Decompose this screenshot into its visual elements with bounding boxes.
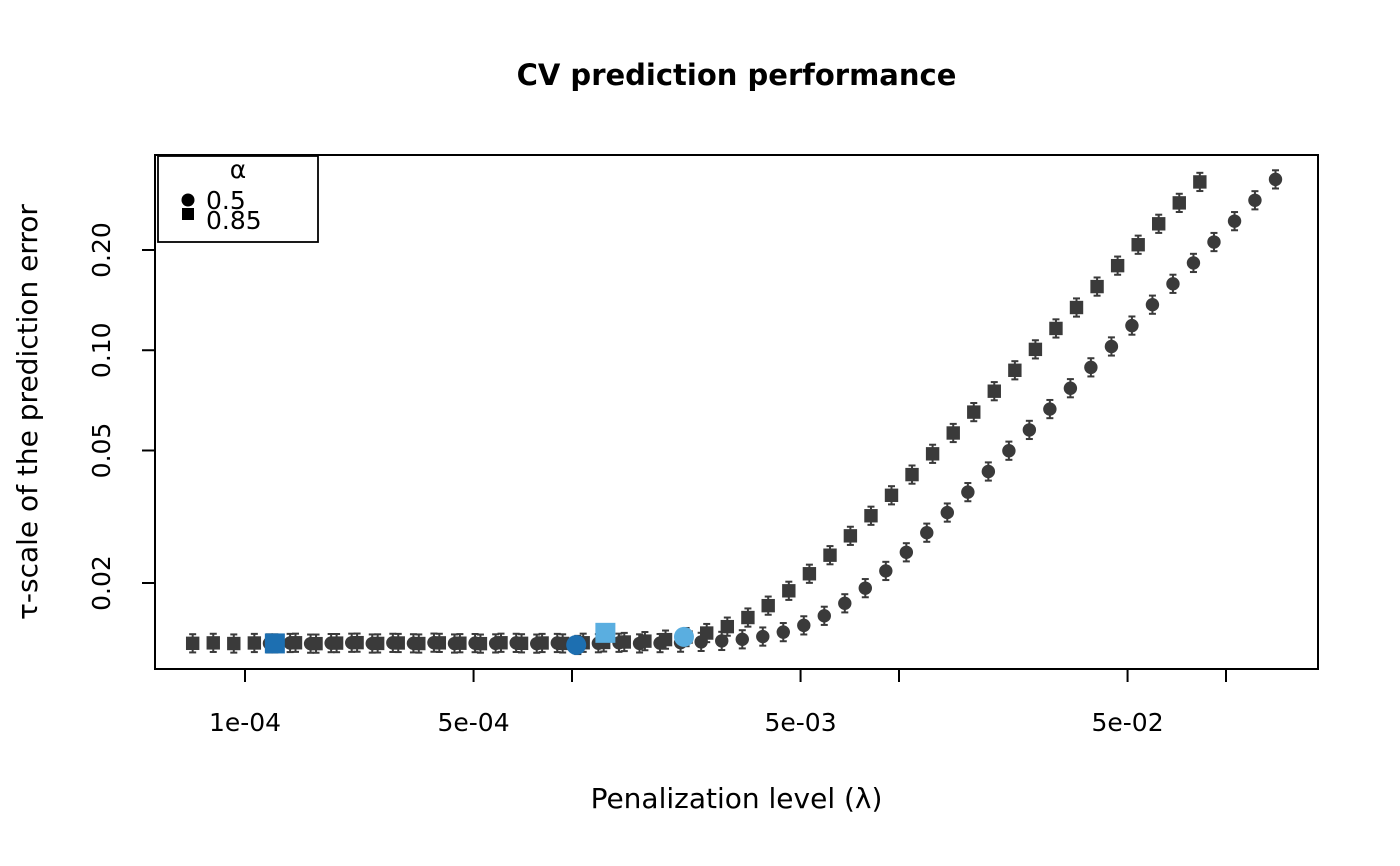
data-point-square [967,405,981,419]
x-tick-label: 5e-03 [765,708,837,737]
data-point-circle [1002,444,1016,458]
x-axis-label: Penalization level (λ) [590,782,883,815]
data-point-square [658,632,673,647]
data-point-square [514,636,529,651]
data-point-square [453,636,467,650]
data-point-square [761,598,775,613]
plot-box [154,154,1319,670]
data-point-circle [858,581,872,595]
data-point-square [884,488,899,502]
legend-item-label: 0.5 [206,186,246,215]
data-point-square [1110,258,1125,273]
data-point-square [473,636,488,651]
data-point-circle [1125,318,1139,333]
data-point-square [185,636,200,651]
data-point-square [1028,342,1043,357]
data-point-circle [1186,256,1201,270]
data-point-circle [817,609,831,623]
data-point-square [843,529,858,543]
x-tick-label: 5e-04 [438,708,510,737]
x-tick-label: 5e-02 [1092,708,1164,737]
y-tick-label: 0.02 [87,555,116,611]
data-point-square [1008,363,1022,377]
data-point-circle [899,545,914,559]
data-point-square [555,636,570,651]
data-point-circle [1145,297,1160,312]
data-point-square [617,635,631,649]
data-point-square [412,636,426,651]
data-point-circle [838,596,852,611]
data-point-square [1069,300,1084,315]
data-point-square [494,636,508,650]
data-point-circle [756,629,770,644]
data-point-circle [920,525,934,540]
data-point-square [391,636,405,650]
data-point-square [700,626,714,640]
highlight-point-square [595,622,616,643]
data-point-square [1172,196,1186,210]
highlight-point-circle [566,634,587,655]
data-point-square [987,384,1001,398]
data-point-square [288,636,303,650]
data-point-circle [1022,423,1037,437]
legend: α0.50.85 [157,155,319,243]
data-point-circle [1043,402,1057,416]
data-point-circle [1207,235,1221,249]
data-point-circle [1104,339,1119,354]
legend-item-label: 0.85 [206,206,262,235]
y-tick-label: 0.10 [87,322,116,378]
legend-title: α [230,155,246,184]
data-point-circle [981,464,996,479]
data-point-square [802,567,817,581]
data-point-square [309,636,323,651]
data-point-square [206,636,220,650]
y-tick-label: 0.20 [87,222,116,278]
data-point-square [925,447,940,461]
data-point-square [1193,175,1207,189]
highlight-point-circle [673,626,694,647]
legend-symbol-square [182,208,194,220]
data-point-square [350,635,364,650]
highlight-point-square [264,633,285,654]
data-point-square [864,509,878,523]
data-point-square [1131,238,1145,252]
data-point-circle [776,625,790,639]
data-point-square [329,636,344,650]
data-point-square [720,619,735,634]
data-point-circle [1248,193,1262,207]
data-point-square [638,634,652,648]
data-point-square [1090,279,1104,294]
plot-title: CV prediction performance [516,58,957,92]
data-point-square [823,548,837,562]
data-point-circle [735,632,749,647]
data-point-circle [1227,214,1242,228]
data-point-square [1152,217,1166,231]
y-axis-label: τ-scale of the prediction error [11,204,44,620]
data-point-circle [1063,381,1078,395]
data-point-square [535,636,549,650]
data-point-square [905,467,919,482]
data-point-square [782,584,796,598]
x-tick-label: 1e-04 [209,708,281,737]
data-point-square [741,610,755,625]
data-point-circle [797,618,811,633]
data-point-square [370,636,385,651]
data-point-circle [715,634,729,648]
data-point-square [432,636,447,650]
data-point-circle [1268,172,1283,187]
data-point-square [227,636,241,651]
legend-symbol-circle [181,193,195,207]
data-point-circle [961,485,975,499]
data-point-circle [1084,360,1098,375]
data-point-square [247,636,262,650]
data-point-square [1049,321,1063,336]
data-point-square [946,426,960,440]
data-point-circle [1166,277,1180,291]
data-point-circle [879,564,893,578]
y-tick-label: 0.05 [87,423,116,479]
data-point-circle [940,505,954,520]
